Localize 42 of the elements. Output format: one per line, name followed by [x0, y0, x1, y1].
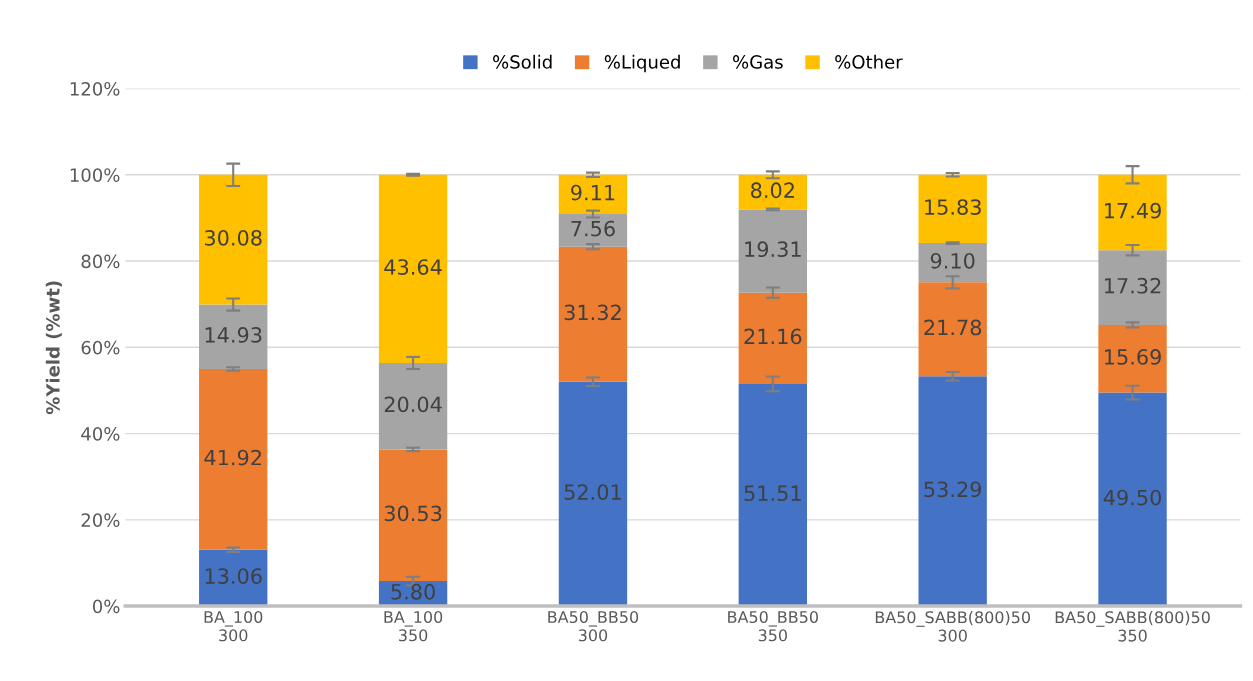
data-label: 9.11 — [571, 184, 615, 201]
y-axis-title: %Yield (%wt) — [45, 281, 62, 415]
x-tick-label: BA50_BB50 350 — [728, 610, 818, 642]
data-label: 31.32 — [564, 304, 621, 321]
data-label: 21.16 — [744, 328, 802, 345]
data-label: 53.29 — [924, 481, 982, 498]
y-tick-label: 40% — [81, 427, 120, 441]
data-label: 13.06 — [205, 568, 262, 584]
legend-label: %Liqued — [604, 54, 680, 73]
data-label: 21.78 — [924, 319, 982, 336]
legend-label: %Gas — [733, 55, 783, 69]
data-label: 30.53 — [384, 505, 442, 522]
y-tick-label: 0% — [92, 599, 120, 614]
x-tick-label: BA50_SABB(800)50 350 — [1055, 610, 1210, 642]
data-label: 15.83 — [925, 199, 981, 215]
data-label: 51.51 — [744, 485, 801, 502]
data-label: 9.10 — [930, 252, 975, 269]
legend-label: %Solid — [493, 54, 552, 69]
data-label: 30.08 — [204, 229, 262, 246]
data-label: 8.02 — [751, 182, 794, 199]
data-label: 49.50 — [1103, 489, 1161, 506]
y-tick-label: 20% — [81, 513, 120, 527]
y-tick-label: 60% — [81, 340, 120, 355]
data-label: 17.32 — [1105, 277, 1161, 294]
data-label: 52.01 — [564, 484, 621, 500]
x-tick-label: BA_100 350 — [384, 610, 443, 642]
data-label: 7.56 — [571, 220, 615, 237]
data-label: 17.49 — [1105, 202, 1161, 219]
x-tick-label: BA50_BB50 300 — [548, 610, 639, 642]
data-label: 41.92 — [204, 449, 261, 466]
data-label: 14.93 — [205, 327, 262, 343]
data-label: 5.80 — [391, 583, 435, 600]
x-tick-label: BA_100 300 — [204, 610, 263, 642]
data-label: 43.64 — [384, 259, 442, 275]
x-tick-label: BA50_SABB(800)50 300 — [875, 610, 1030, 642]
data-label: 20.04 — [384, 396, 442, 413]
data-label: 19.31 — [745, 241, 801, 258]
legend-label: %Other — [835, 54, 903, 69]
y-tick-label: 80% — [81, 254, 120, 269]
data-label: 15.69 — [1105, 349, 1161, 365]
y-tick-label: 100% — [70, 168, 120, 182]
y-tick-label: 120% — [70, 81, 120, 96]
